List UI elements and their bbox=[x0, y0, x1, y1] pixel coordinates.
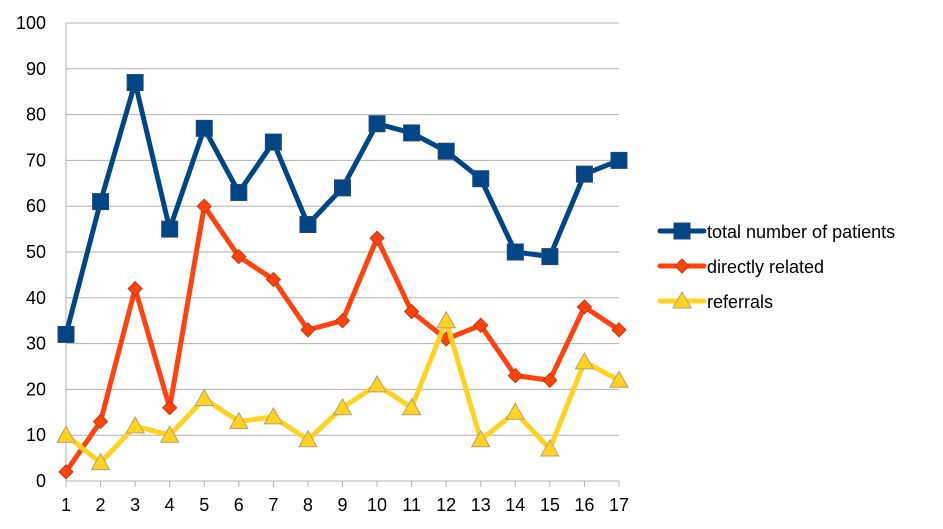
x-tick-label: 14 bbox=[505, 495, 525, 515]
data-point bbox=[298, 429, 318, 448]
legend-label: total number of patients bbox=[707, 222, 895, 242]
axes bbox=[65, 23, 620, 487]
data-point bbox=[228, 411, 249, 429]
legend-swatch-marker bbox=[672, 290, 692, 309]
data-point bbox=[127, 280, 143, 297]
data-point bbox=[125, 416, 145, 434]
data-point bbox=[576, 299, 593, 315]
y-tick-label: 10 bbox=[26, 425, 46, 445]
data-point bbox=[92, 193, 110, 211]
data-point bbox=[300, 322, 316, 338]
data-point bbox=[56, 425, 76, 443]
y-tick-label: 50 bbox=[26, 242, 46, 262]
series-lines bbox=[56, 74, 629, 480]
x-tick-label: 13 bbox=[471, 495, 491, 515]
data-point bbox=[159, 425, 180, 443]
data-point bbox=[403, 303, 420, 320]
y-tick-label: 20 bbox=[26, 379, 46, 399]
y-tick-label: 60 bbox=[26, 196, 46, 216]
x-tick-label: 8 bbox=[303, 495, 313, 515]
data-point bbox=[231, 248, 247, 265]
x-tick-label: 7 bbox=[268, 495, 278, 515]
legend: total number of patients directly related… bbox=[657, 222, 895, 312]
data-point bbox=[401, 397, 422, 416]
data-point bbox=[126, 74, 144, 92]
data-point bbox=[334, 312, 351, 329]
data-point bbox=[575, 165, 593, 183]
data-point bbox=[161, 220, 179, 238]
data-point bbox=[437, 142, 455, 160]
data-point bbox=[473, 317, 489, 333]
data-point bbox=[540, 438, 560, 457]
x-tick-label: 4 bbox=[165, 495, 175, 515]
data-point bbox=[369, 230, 385, 246]
x-tick-label: 12 bbox=[436, 495, 456, 515]
legend-swatch-marker bbox=[674, 258, 690, 274]
data-point bbox=[472, 170, 490, 188]
data-point bbox=[611, 322, 627, 338]
data-point bbox=[367, 374, 387, 393]
x-tick-label: 3 bbox=[130, 495, 140, 515]
x-tick-label: 1 bbox=[61, 495, 71, 515]
y-tick-label: 90 bbox=[26, 59, 46, 79]
data-point bbox=[505, 402, 526, 420]
data-point bbox=[506, 243, 524, 261]
series-1 bbox=[58, 198, 627, 480]
data-point bbox=[332, 397, 353, 416]
data-point bbox=[436, 310, 457, 329]
data-point bbox=[610, 151, 628, 169]
data-point bbox=[263, 406, 284, 425]
data-point bbox=[161, 400, 178, 416]
data-point bbox=[403, 124, 421, 142]
data-point bbox=[195, 119, 213, 137]
legend-entry-0: total number of patients bbox=[657, 222, 895, 242]
legend-label: directly related bbox=[707, 257, 824, 277]
data-point bbox=[609, 370, 629, 388]
x-tick-label: 5 bbox=[199, 495, 209, 515]
x-tick-label: 2 bbox=[96, 495, 106, 515]
x-tick-label: 16 bbox=[574, 495, 594, 515]
data-point bbox=[265, 271, 282, 288]
data-point bbox=[230, 183, 248, 201]
x-tick-label: 6 bbox=[234, 495, 244, 515]
series-line bbox=[63, 80, 622, 337]
legend-entry-2: referrals bbox=[657, 290, 773, 312]
data-point bbox=[196, 198, 212, 214]
x-tick-label: 15 bbox=[540, 495, 560, 515]
data-point bbox=[574, 351, 595, 370]
x-tick-label: 11 bbox=[402, 495, 421, 515]
x-tick-label: 17 bbox=[609, 495, 629, 515]
data-point bbox=[194, 388, 215, 407]
x-tick-label: 10 bbox=[367, 495, 387, 515]
y-tick-label: 30 bbox=[26, 334, 46, 354]
y-tick-label: 0 bbox=[36, 471, 46, 491]
data-point bbox=[90, 452, 111, 471]
series-2 bbox=[56, 310, 629, 471]
x-tick-label: 9 bbox=[337, 495, 347, 515]
data-point bbox=[57, 325, 75, 343]
data-point bbox=[541, 248, 559, 266]
data-point bbox=[507, 367, 524, 384]
series-0 bbox=[57, 74, 628, 343]
legend-label: referrals bbox=[707, 292, 773, 312]
data-point bbox=[470, 429, 491, 448]
data-point bbox=[334, 179, 351, 197]
data-point bbox=[264, 133, 282, 151]
y-tick-label: 80 bbox=[26, 105, 46, 125]
data-point bbox=[58, 464, 74, 480]
data-point bbox=[368, 115, 386, 133]
legend-swatch-marker bbox=[673, 222, 691, 240]
y-tick-label: 40 bbox=[26, 288, 46, 308]
data-point bbox=[542, 372, 558, 388]
y-tick-label: 70 bbox=[26, 150, 46, 170]
y-tick-label: 100 bbox=[16, 13, 46, 33]
data-point bbox=[299, 216, 317, 234]
data-point bbox=[92, 413, 109, 430]
grid bbox=[66, 22, 619, 436]
legend-entry-1: directly related bbox=[657, 257, 824, 277]
